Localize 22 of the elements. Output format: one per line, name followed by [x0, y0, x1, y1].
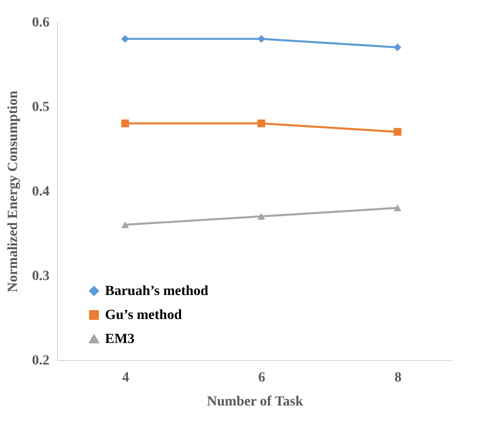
y-tick-label: 0.6 — [32, 16, 50, 30]
point — [394, 204, 402, 212]
point — [257, 212, 266, 220]
y-tick-label: 0.4 — [32, 184, 50, 200]
point — [121, 35, 129, 43]
point — [121, 221, 129, 228]
legend-label: Gu’s method — [105, 308, 182, 323]
point — [394, 128, 402, 136]
legend-label: EM3 — [105, 332, 135, 347]
y-tick-label: 0.3 — [32, 269, 50, 284]
x-tick-label: 4 — [122, 370, 130, 386]
point — [394, 43, 402, 52]
point — [121, 120, 129, 128]
y-axis-title: Normalized Energy Consumption — [6, 90, 21, 292]
x-axis-title: Number of Task — [206, 394, 304, 410]
y-tick-label: 0.5 — [32, 100, 50, 115]
legend-label: Baruah’s method — [105, 284, 209, 299]
point — [257, 35, 266, 43]
y-tick-label: 0.2 — [32, 354, 50, 368]
point — [257, 120, 266, 128]
x-tick-label: 8 — [394, 370, 402, 386]
x-tick-label: 6 — [258, 370, 266, 386]
